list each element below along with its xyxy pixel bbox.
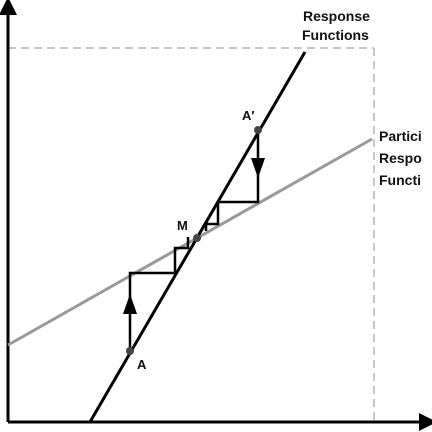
point-a-dot [126,347,134,355]
participation-label-line-2: Respo [379,150,422,166]
down-arrow-icon [251,158,265,178]
response-label-line-1: Response [303,8,370,24]
point-a-prime-dot [254,126,262,134]
point-a-label: A [137,357,147,372]
participation-response-line [7,137,373,347]
lower-staircase [128,237,190,351]
up-arrow-icon [123,294,137,314]
participation-label-line-1: Partici [379,128,422,144]
upper-staircase [204,130,260,231]
participation-label-line-3: Functi [379,172,421,188]
point-a-prime-label: A′ [242,108,255,123]
response-label-line-2: Functions [302,27,369,43]
point-m-dot [193,234,201,242]
point-m-label: M [177,218,188,233]
